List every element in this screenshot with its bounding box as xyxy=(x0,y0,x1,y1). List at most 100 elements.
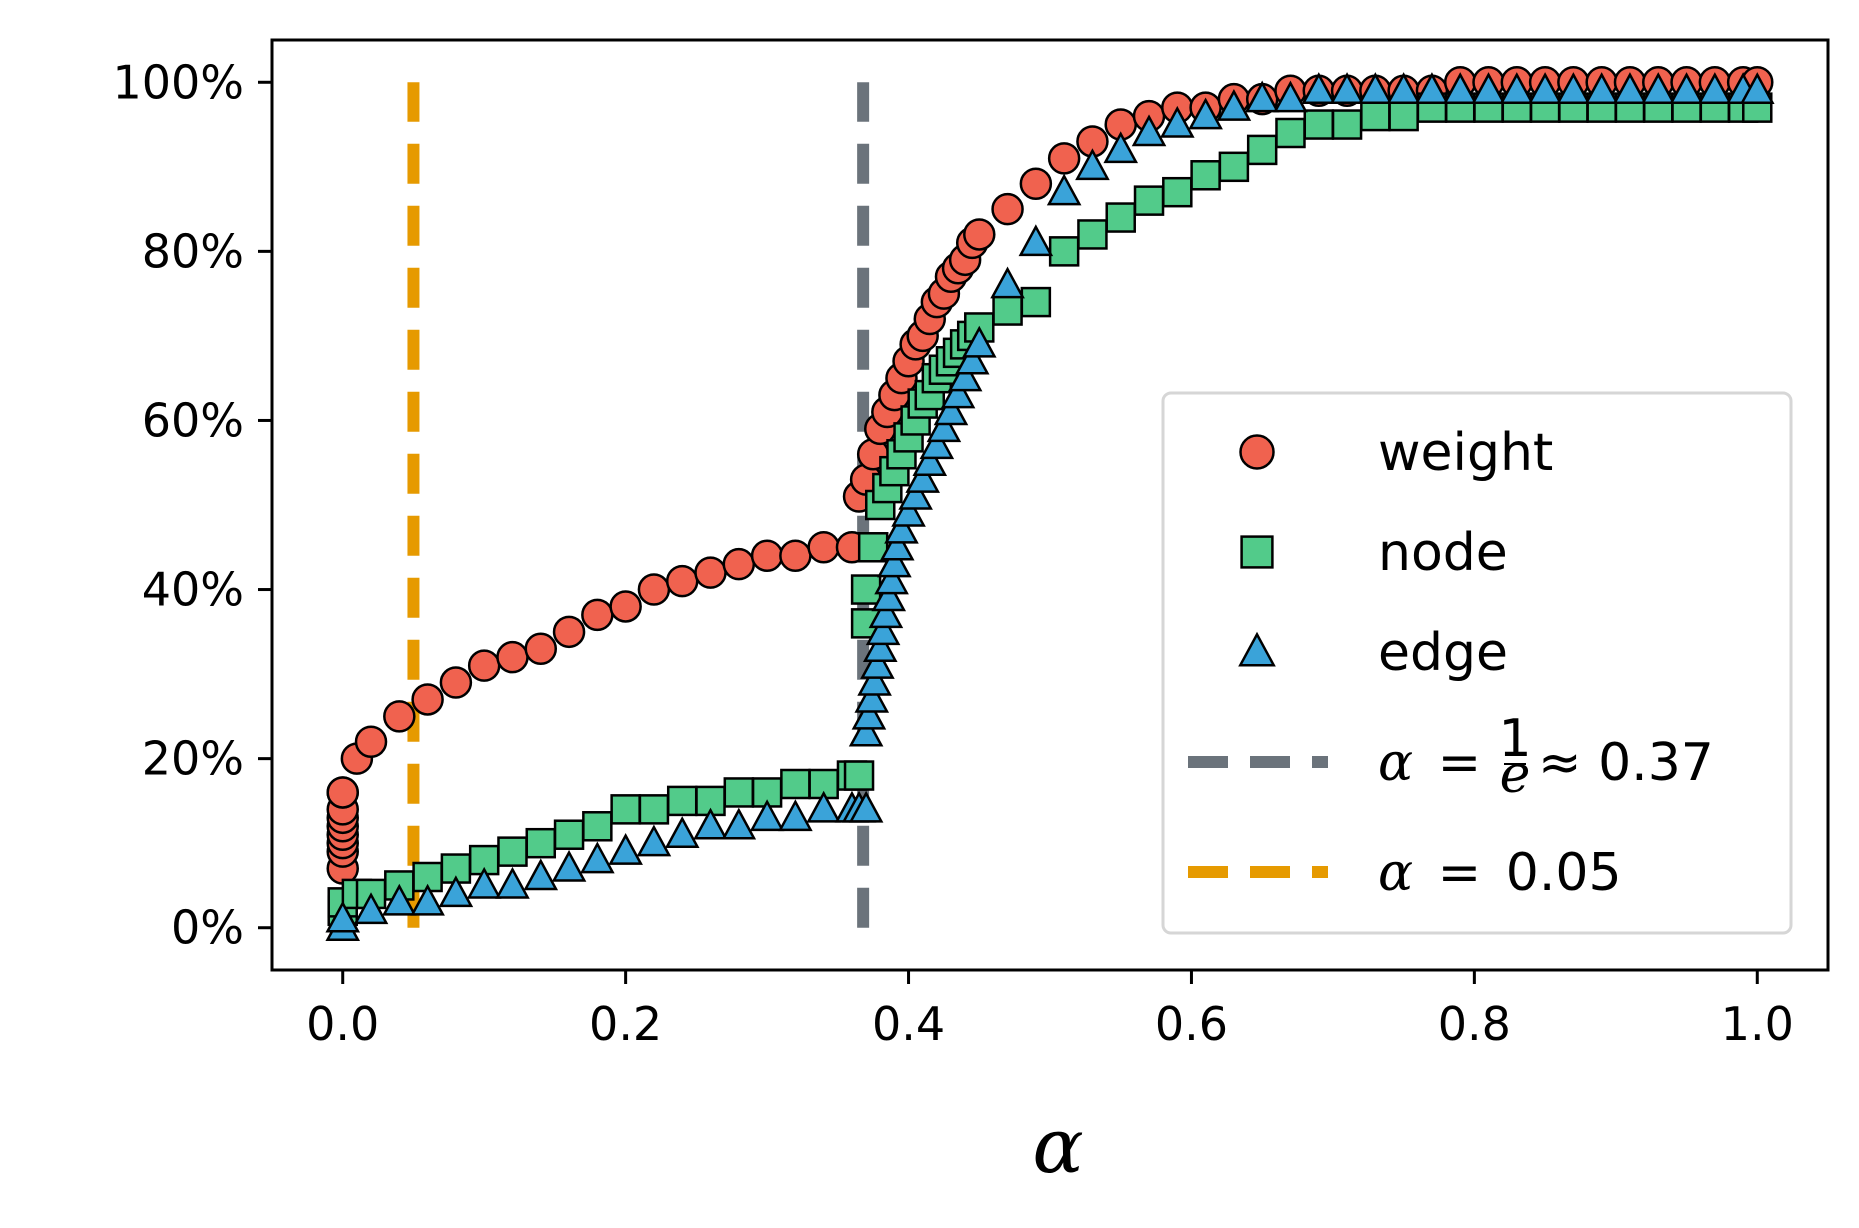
edge-point xyxy=(1414,72,1450,104)
y-tick-label: 100% xyxy=(112,55,244,109)
y-axis: 0% 20% 40% 60% 80% 100% xyxy=(112,55,272,955)
weight-point xyxy=(694,556,727,589)
legend-fraction: 1 e xyxy=(1498,709,1531,805)
edge-point xyxy=(1358,72,1393,104)
edge-point xyxy=(926,410,962,443)
x-axis-title: α xyxy=(1032,1101,1083,1190)
edge-point xyxy=(353,892,389,925)
legend-markers xyxy=(1188,434,1328,878)
edge-point xyxy=(1160,105,1195,138)
legend-label-alpha-005: α = 0.05 xyxy=(1378,843,1622,903)
edge-point xyxy=(466,866,502,899)
edge-point xyxy=(1244,80,1280,113)
weight-point xyxy=(326,776,359,809)
legend-label-edge: edge xyxy=(1378,623,1508,683)
edge-point xyxy=(854,680,890,713)
x-tick-label: 0.8 xyxy=(1438,997,1511,1051)
edge-point xyxy=(608,833,643,865)
edge-point xyxy=(1442,72,1478,104)
edge-point xyxy=(410,883,445,916)
edge-point xyxy=(721,807,757,840)
edge-point xyxy=(382,883,417,916)
edge-point xyxy=(884,511,919,544)
weight-point xyxy=(354,725,388,758)
edge-point xyxy=(778,799,813,832)
node-point xyxy=(1246,134,1278,166)
edge-point xyxy=(947,359,983,392)
weight-point xyxy=(411,683,444,716)
node-point xyxy=(1388,100,1419,132)
edge-point xyxy=(1131,114,1167,147)
x-tick-label: 0.4 xyxy=(872,997,945,1051)
edge-point xyxy=(898,477,933,510)
edge-point xyxy=(874,562,909,595)
series-edge xyxy=(325,72,1775,941)
edge-point xyxy=(636,824,672,857)
node-point xyxy=(553,819,585,850)
node-point xyxy=(1133,185,1165,216)
legend-box xyxy=(1161,391,1793,935)
weight-point xyxy=(1019,167,1053,200)
edge-point xyxy=(857,663,892,696)
legend-equals: = xyxy=(1438,733,1482,793)
node-point xyxy=(610,794,641,825)
edge-point xyxy=(1527,72,1563,104)
edge-point xyxy=(891,494,926,527)
x-tick-label: 0.0 xyxy=(306,997,379,1051)
y-tick-label: 60% xyxy=(142,393,244,447)
node-point xyxy=(1105,202,1136,233)
edge-point xyxy=(1018,224,1054,257)
weight-point xyxy=(552,615,586,649)
edge-point xyxy=(851,697,887,730)
x-tick-label: 0.6 xyxy=(1155,997,1228,1051)
fraction-denominator: e xyxy=(1500,745,1531,805)
node-point xyxy=(1190,160,1221,191)
series-layer xyxy=(325,66,1775,941)
edge-point xyxy=(954,342,990,375)
edge-point xyxy=(848,790,884,823)
edge-point xyxy=(1499,72,1535,104)
weight-point xyxy=(963,218,996,251)
edge-point xyxy=(551,849,587,882)
node-point xyxy=(992,295,1023,326)
node-point xyxy=(1275,117,1306,149)
edge-point xyxy=(1556,72,1591,104)
weight-point xyxy=(383,700,416,733)
edge-point xyxy=(905,461,940,493)
weight-point xyxy=(807,531,840,564)
edge-point xyxy=(862,630,898,662)
node-point xyxy=(1331,109,1363,140)
edge-point xyxy=(438,875,474,908)
legend-equals-2: = xyxy=(1438,843,1482,903)
node-point xyxy=(1303,109,1335,140)
weight-point xyxy=(609,590,642,623)
edge-point xyxy=(1471,72,1506,104)
node-point xyxy=(850,574,882,605)
node-point xyxy=(1048,236,1080,267)
node-point xyxy=(1162,176,1193,208)
edge-point xyxy=(961,325,997,358)
weight-point xyxy=(637,573,671,606)
edge-point xyxy=(1216,89,1252,121)
weight-point xyxy=(467,649,501,682)
edge-point xyxy=(495,866,530,899)
plot-frame xyxy=(270,38,1830,972)
edge-point xyxy=(580,841,615,874)
edge-point xyxy=(1075,148,1110,181)
fraction-numerator: 1 xyxy=(1498,709,1531,769)
x-tick-label: 0.2 xyxy=(589,997,662,1051)
node-point xyxy=(723,777,755,808)
edge-point xyxy=(693,807,728,840)
node-point xyxy=(857,532,889,563)
edge-point xyxy=(1273,80,1308,113)
edge-point xyxy=(1612,72,1648,104)
legend-marker-weight xyxy=(1239,434,1275,470)
node-point xyxy=(1020,286,1052,318)
edge-point xyxy=(848,714,884,747)
edge-point xyxy=(879,528,915,561)
edge-point xyxy=(868,596,904,629)
y-tick-label: 0% xyxy=(171,901,244,955)
weight-point xyxy=(722,547,756,581)
